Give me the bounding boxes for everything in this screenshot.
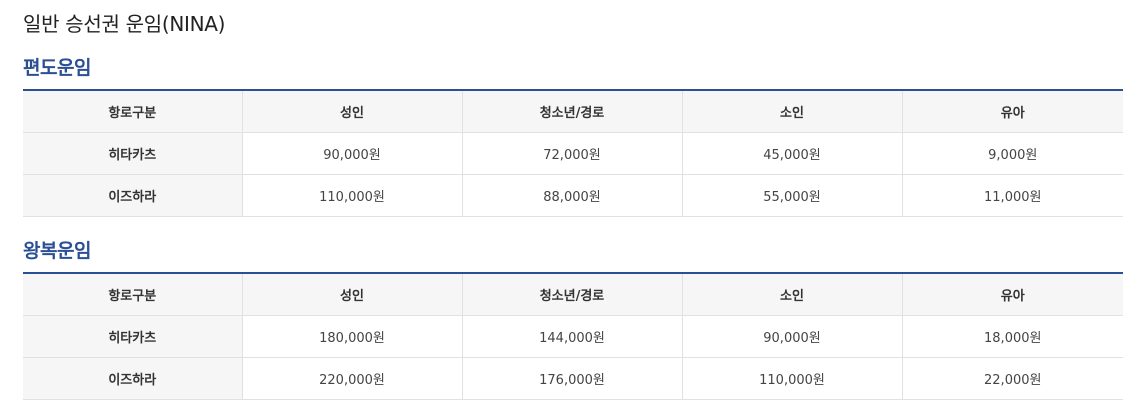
table-row: 히타카츠 90,000원 72,000원 45,000원 9,000원 <box>23 132 1123 175</box>
table-header-row: 항로구분 성인 청소년/경로 소인 유아 <box>23 273 1123 316</box>
column-header-youth-senior: 청소년/경로 <box>461 273 682 316</box>
page-title: 일반 승선권 운임(NINA) <box>23 12 226 36</box>
route-cell: 이즈하라 <box>23 174 242 217</box>
adult-fare-cell: 180,000원 <box>241 315 462 358</box>
column-header-youth-senior: 청소년/경로 <box>461 90 682 133</box>
youth-senior-fare-cell: 144,000원 <box>461 315 682 358</box>
route-cell: 이즈하라 <box>23 357 242 400</box>
route-cell: 히타카츠 <box>23 132 242 175</box>
column-header-route: 항로구분 <box>23 273 242 316</box>
infant-fare-cell: 22,000원 <box>901 357 1123 400</box>
one-way-fare-table: 항로구분 성인 청소년/경로 소인 유아 히타카츠 90,000원 72,000… <box>23 89 1123 217</box>
child-fare-cell: 110,000원 <box>681 357 902 400</box>
child-fare-cell: 90,000원 <box>681 315 902 358</box>
adult-fare-cell: 90,000원 <box>241 132 462 175</box>
column-header-adult: 성인 <box>241 90 462 133</box>
table-header-row: 항로구분 성인 청소년/경로 소인 유아 <box>23 90 1123 133</box>
child-fare-cell: 45,000원 <box>681 132 902 175</box>
column-header-infant: 유아 <box>901 273 1123 316</box>
child-fare-cell: 55,000원 <box>681 174 902 217</box>
one-way-section-title: 편도운임 <box>23 57 91 79</box>
column-header-child: 소인 <box>681 90 902 133</box>
column-header-child: 소인 <box>681 273 902 316</box>
round-trip-section-title: 왕복운임 <box>23 240 91 262</box>
column-header-route: 항로구분 <box>23 90 242 133</box>
table-row: 이즈하라 110,000원 88,000원 55,000원 11,000원 <box>23 174 1123 217</box>
table-row: 히타카츠 180,000원 144,000원 90,000원 18,000원 <box>23 315 1123 358</box>
column-header-infant: 유아 <box>901 90 1123 133</box>
route-cell: 히타카츠 <box>23 315 242 358</box>
adult-fare-cell: 220,000원 <box>241 357 462 400</box>
youth-senior-fare-cell: 176,000원 <box>461 357 682 400</box>
youth-senior-fare-cell: 88,000원 <box>461 174 682 217</box>
adult-fare-cell: 110,000원 <box>241 174 462 217</box>
infant-fare-cell: 11,000원 <box>901 174 1123 217</box>
infant-fare-cell: 18,000원 <box>901 315 1123 358</box>
column-header-adult: 성인 <box>241 273 462 316</box>
table-row: 이즈하라 220,000원 176,000원 110,000원 22,000원 <box>23 357 1123 400</box>
round-trip-fare-table: 항로구분 성인 청소년/경로 소인 유아 히타카츠 180,000원 144,0… <box>23 272 1123 400</box>
youth-senior-fare-cell: 72,000원 <box>461 132 682 175</box>
infant-fare-cell: 9,000원 <box>901 132 1123 175</box>
